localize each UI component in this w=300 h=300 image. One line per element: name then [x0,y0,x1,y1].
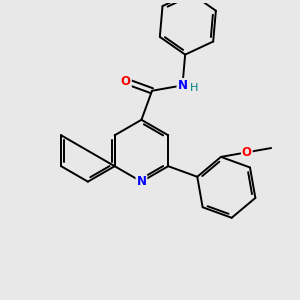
Text: N: N [136,175,146,188]
Text: O: O [121,75,131,88]
Text: N: N [178,79,188,92]
Text: H: H [190,83,198,93]
Text: O: O [242,146,252,159]
